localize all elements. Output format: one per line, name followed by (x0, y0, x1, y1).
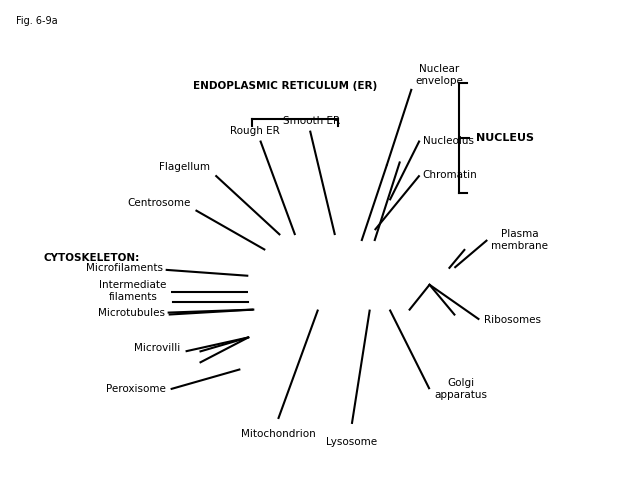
Text: Lysosome: Lysosome (326, 437, 378, 447)
Text: Golgi
apparatus: Golgi apparatus (435, 378, 488, 400)
Text: Chromatin: Chromatin (422, 170, 477, 180)
Text: Fig. 6-9a: Fig. 6-9a (17, 16, 58, 26)
Text: Smooth ER: Smooth ER (284, 116, 340, 126)
Text: CYTOSKELETON:: CYTOSKELETON: (44, 253, 140, 263)
Text: ENDOPLASMIC RETICULUM (ER): ENDOPLASMIC RETICULUM (ER) (193, 81, 377, 91)
Text: Rough ER: Rough ER (230, 126, 280, 136)
Text: NUCLEUS: NUCLEUS (476, 132, 534, 143)
Text: Microtubules: Microtubules (98, 308, 164, 318)
Text: Mitochondrion: Mitochondrion (241, 429, 316, 439)
Text: Centrosome: Centrosome (127, 198, 191, 208)
Text: Microfilaments: Microfilaments (86, 263, 163, 273)
Text: Peroxisome: Peroxisome (106, 384, 166, 394)
Text: Microvilli: Microvilli (134, 343, 180, 353)
Text: Nucleolus: Nucleolus (422, 135, 474, 145)
Text: Plasma
membrane: Plasma membrane (492, 229, 548, 251)
Text: Ribosomes: Ribosomes (484, 314, 541, 324)
Text: Flagellum: Flagellum (159, 162, 211, 172)
Text: Intermediate
filaments: Intermediate filaments (99, 280, 166, 301)
Text: Nuclear
envelope: Nuclear envelope (415, 64, 463, 86)
